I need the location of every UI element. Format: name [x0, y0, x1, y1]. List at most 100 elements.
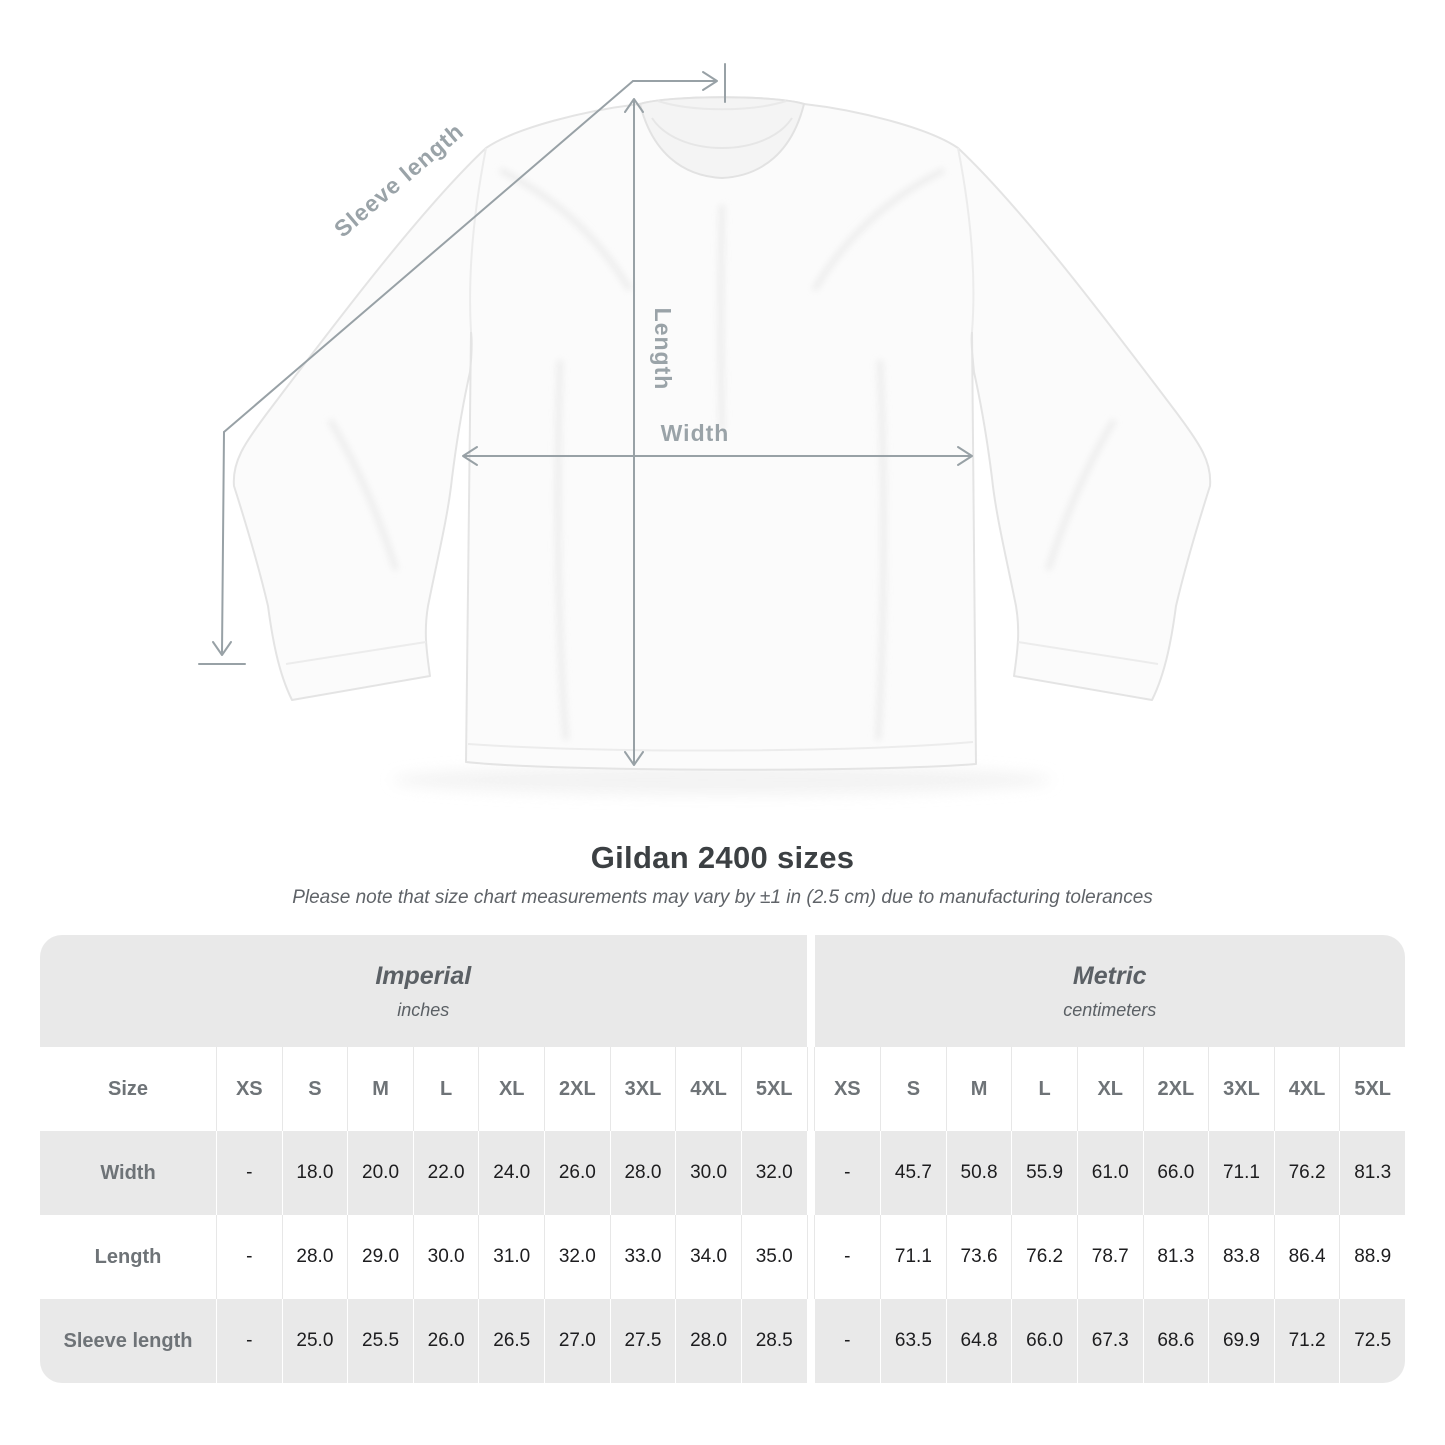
measurement-lines — [198, 63, 973, 766]
size-column-header-metric-4xl: 4XL — [1273, 1047, 1340, 1131]
value-imperial-length-4xl: 34.0 — [675, 1215, 741, 1299]
value-imperial-width-m: 20.0 — [347, 1131, 413, 1215]
size-column-header-metric-3xl: 3XL — [1208, 1047, 1274, 1131]
value-imperial-length-s: 28.0 — [281, 1215, 348, 1299]
value-metric-sleeve-length-3xl: 69.9 — [1208, 1299, 1274, 1383]
value-imperial-sleeve-length-s: 25.0 — [281, 1299, 348, 1383]
shirt-seams — [285, 147, 1159, 752]
sleeve-measure-right-arrowhead — [702, 71, 718, 91]
row-label-width: Width — [40, 1131, 216, 1215]
width-label: Width — [661, 420, 730, 446]
sleeve-measure-down-arrowhead — [212, 641, 232, 656]
value-imperial-width-3xl: 28.0 — [609, 1131, 676, 1215]
size-column-header-metric-xs: XS — [814, 1047, 881, 1131]
shirt-body — [232, 96, 1212, 771]
value-imperial-width-xl: 24.0 — [478, 1131, 545, 1215]
value-metric-length-s: 71.1 — [880, 1215, 946, 1299]
unit-group-divider — [806, 935, 815, 1047]
size-column-header-imperial-m: M — [347, 1047, 413, 1131]
value-metric-length-3xl: 83.8 — [1208, 1215, 1274, 1299]
unit-group-imperial-unit: inches — [397, 999, 450, 1020]
width-measure-left-arrowhead — [462, 446, 478, 466]
length-measure-down-arrowhead — [624, 751, 644, 766]
shirt-shadow — [392, 765, 1052, 795]
value-imperial-width-5xl: 32.0 — [740, 1131, 807, 1215]
value-metric-width-l: 55.9 — [1011, 1131, 1077, 1215]
size-column-header-metric-5xl: 5XL — [1339, 1047, 1405, 1131]
size-column-header-metric-xl: XL — [1076, 1047, 1143, 1131]
value-metric-sleeve-length-m: 64.8 — [945, 1299, 1012, 1383]
value-metric-width-2xl: 66.0 — [1142, 1131, 1209, 1215]
unit-group-metric-name: Metric — [1072, 961, 1147, 990]
row-label-sleeve-length: Sleeve length — [40, 1299, 216, 1383]
size-column-header-imperial-l: L — [412, 1047, 479, 1131]
value-metric-width-3xl: 71.1 — [1208, 1131, 1274, 1215]
size-column-header-imperial-xs: XS — [216, 1047, 282, 1131]
size-column-header-imperial-3xl: 3XL — [609, 1047, 676, 1131]
row-label-length: Length — [40, 1215, 216, 1299]
value-metric-width-4xl: 76.2 — [1273, 1131, 1340, 1215]
value-imperial-sleeve-length-5xl: 28.5 — [740, 1299, 807, 1383]
shirt-illustration — [232, 96, 1212, 771]
shirt-collar-back-line — [657, 100, 787, 111]
value-metric-sleeve-length-2xl: 68.6 — [1142, 1299, 1209, 1383]
sleeve-length-measure — [198, 63, 726, 665]
value-imperial-sleeve-length-xs: - — [216, 1299, 282, 1383]
value-metric-sleeve-length-s: 63.5 — [880, 1299, 946, 1383]
value-metric-width-5xl: 81.3 — [1339, 1131, 1405, 1215]
column-group-divider — [806, 1131, 815, 1215]
value-imperial-sleeve-length-4xl: 28.0 — [675, 1299, 741, 1383]
value-metric-sleeve-length-xs: - — [814, 1299, 881, 1383]
size-table-grid: Imperial inches Metric centimeters Size X… — [40, 935, 1405, 1383]
value-metric-sleeve-length-xl: 67.3 — [1076, 1299, 1143, 1383]
size-column-header-imperial-2xl: 2XL — [544, 1047, 610, 1131]
value-metric-sleeve-length-l: 66.0 — [1011, 1299, 1077, 1383]
value-imperial-width-s: 18.0 — [281, 1131, 348, 1215]
value-imperial-width-xs: - — [216, 1131, 282, 1215]
length-measure — [624, 98, 644, 766]
width-measure-right-arrowhead — [957, 446, 973, 466]
value-imperial-sleeve-length-xl: 26.5 — [478, 1299, 545, 1383]
size-column-header-imperial-s: S — [281, 1047, 348, 1131]
value-imperial-sleeve-length-l: 26.0 — [412, 1299, 479, 1383]
value-metric-sleeve-length-4xl: 71.2 — [1273, 1299, 1340, 1383]
size-table: Imperial inches Metric centimeters Size X… — [40, 935, 1405, 1383]
size-column-header-imperial-5xl: 5XL — [740, 1047, 807, 1131]
value-metric-length-xs: - — [814, 1215, 881, 1299]
value-imperial-sleeve-length-3xl: 27.5 — [609, 1299, 676, 1383]
size-column-header-metric-l: L — [1011, 1047, 1077, 1131]
value-metric-width-s: 45.7 — [880, 1131, 946, 1215]
column-group-divider — [806, 1047, 815, 1131]
size-column-header-metric-2xl: 2XL — [1142, 1047, 1209, 1131]
value-imperial-length-3xl: 33.0 — [609, 1215, 676, 1299]
value-imperial-sleeve-length-m: 25.5 — [347, 1299, 413, 1383]
value-metric-sleeve-length-5xl: 72.5 — [1339, 1299, 1405, 1383]
unit-group-imperial: Imperial inches — [40, 935, 807, 1047]
size-column-header-metric-m: M — [945, 1047, 1012, 1131]
shirt-folds — [327, 167, 1117, 741]
page-subtitle: Please note that size chart measurements… — [292, 887, 1153, 908]
value-imperial-length-xl: 31.0 — [478, 1215, 545, 1299]
value-imperial-width-2xl: 26.0 — [544, 1131, 610, 1215]
value-imperial-length-l: 30.0 — [412, 1215, 479, 1299]
column-group-divider — [806, 1299, 815, 1383]
column-group-divider — [806, 1215, 815, 1299]
value-metric-length-m: 73.6 — [945, 1215, 1012, 1299]
value-metric-length-4xl: 86.4 — [1273, 1215, 1340, 1299]
size-column-header-metric-s: S — [880, 1047, 946, 1131]
shirt-collar — [638, 96, 806, 180]
value-imperial-length-xs: - — [216, 1215, 282, 1299]
value-imperial-width-l: 22.0 — [412, 1131, 479, 1215]
value-metric-length-xl: 78.7 — [1076, 1215, 1143, 1299]
unit-group-metric-unit: centimeters — [1063, 999, 1157, 1020]
unit-group-metric: Metric centimeters — [814, 935, 1405, 1047]
sleeve-measure-vertical — [221, 431, 225, 653]
unit-group-imperial-name: Imperial — [375, 961, 472, 990]
value-metric-width-xs: - — [814, 1131, 881, 1215]
value-metric-width-m: 50.8 — [945, 1131, 1012, 1215]
size-column-header-imperial-xl: XL — [478, 1047, 545, 1131]
shirt-measurement-diagram: Sleeve length Length Width — [198, 63, 1212, 795]
value-imperial-length-5xl: 35.0 — [740, 1215, 807, 1299]
page-title: Gildan 2400 sizes — [590, 840, 855, 875]
